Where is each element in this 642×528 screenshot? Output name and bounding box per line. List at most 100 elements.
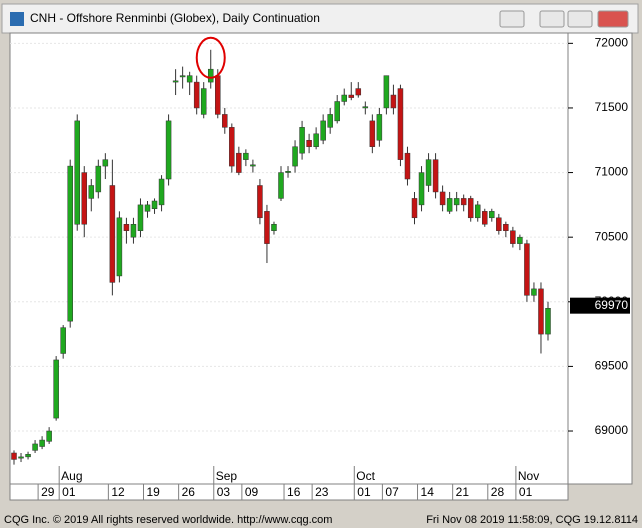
x-tick-label: 19 [147,485,161,499]
candle-body [489,211,495,219]
candle-body [67,165,73,322]
last-price-box [570,297,630,314]
candle-body [193,81,200,109]
candle-body [362,106,369,109]
maximize-button[interactable] [567,10,593,28]
x-tick-label: 09 [245,485,259,499]
candle-body [11,452,17,460]
candle-body [446,198,453,212]
y-tick-label: 72000 [595,36,629,50]
candle-body [144,204,151,212]
candle-body [243,152,249,160]
candle-body [376,114,383,141]
x-tick-label: 29 [41,485,55,499]
y-tick-label: 71000 [595,165,629,179]
candle-body [200,88,207,115]
candle-body [222,114,228,128]
candle-body [383,75,390,109]
candle-body [397,88,404,160]
candle-body [39,439,45,447]
candle-body [453,198,460,206]
candle-body [439,191,446,206]
candle-body [496,217,502,231]
candle-body [313,133,319,147]
price-axis [567,32,633,485]
x-tick-label: 23 [315,485,329,499]
candle-body [215,75,221,115]
candle-body [503,224,509,231]
x-tick-label: 01 [62,485,76,499]
candle-body [165,120,172,180]
candle-body [130,224,137,238]
x-tick-label: 12 [111,485,125,499]
candle-body [257,185,263,219]
x-tick-label: 07 [385,485,399,499]
candle-body [432,159,439,193]
candle-body [482,211,488,225]
close-button[interactable] [597,10,629,28]
footer-left: CQG Inc. © 2019 All rights reserved worl… [4,514,332,526]
candle-body [32,443,38,451]
month-label: Nov [518,469,539,483]
x-tick-label: 26 [182,485,196,499]
candle-body [18,456,24,459]
chart-title: CNH - Offshore Renminbi (Globex), Daily … [30,11,320,25]
candle-body [271,224,277,231]
candle-body [524,243,530,296]
plot-area [9,32,569,485]
candle-body [299,127,305,154]
candle-body [467,198,474,219]
candle-body [60,327,66,354]
candle-body [46,430,52,442]
candle-body [179,75,186,78]
candle-body [74,120,80,225]
last-price-label: 69970 [595,298,629,312]
x-tick-label: 21 [456,485,470,499]
candle-body [418,172,425,206]
link-button[interactable] [499,10,525,28]
candle-body [369,120,376,147]
candle-body [102,159,109,167]
candle-body [236,152,242,173]
candle-body [390,94,397,109]
candle-body [510,230,516,244]
candle-body [411,198,418,219]
candle-body [545,308,551,335]
candle-body [348,94,355,98]
x-tick-label: 03 [217,485,231,499]
highlight-circle [195,36,226,79]
candle-body [292,146,298,167]
candle-body [123,224,130,231]
y-tick-label: 70500 [595,229,629,243]
candle-body [341,94,347,102]
candle-body [278,172,284,199]
candle-body [25,454,31,458]
candle-body [109,185,116,283]
x-tick-label: 28 [491,485,505,499]
candle-body [137,204,144,231]
candle-body [229,127,235,167]
candle-body [186,75,193,83]
candle-body [95,165,102,193]
y-tick-label: 71500 [595,100,629,114]
y-tick-label: 69000 [595,423,629,437]
candle-body [116,217,123,277]
candle-body [474,204,481,219]
candle-body [538,288,544,335]
candle-body [88,185,95,199]
x-tick-label: 01 [519,485,533,499]
candle-body [425,159,432,186]
candle-body [517,236,523,244]
candle-body [158,178,165,206]
minimize-button[interactable] [539,10,565,28]
candle-body [320,120,326,141]
x-tick-label: 14 [421,485,435,499]
candle-body [81,172,88,225]
x-tick-label: 16 [287,485,301,499]
candle-body [207,68,214,83]
candle-body [460,198,467,206]
x-tick-label: 01 [357,485,371,499]
month-label: Aug [61,469,82,483]
